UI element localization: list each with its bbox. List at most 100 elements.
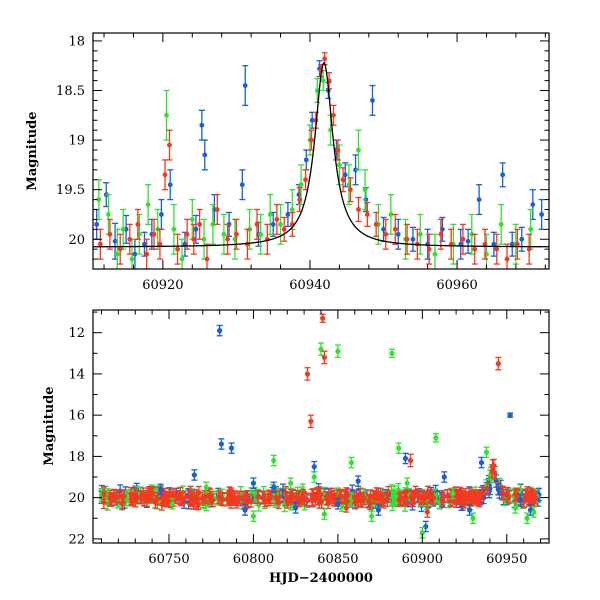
data-point-red (143, 238, 150, 269)
data-point-green (314, 77, 321, 104)
data-point-red (254, 208, 261, 240)
data-point-green (395, 482, 402, 497)
data-point-blue (466, 504, 473, 516)
data-point-green (209, 203, 216, 245)
data-point-red (128, 496, 135, 507)
data-point-red (412, 485, 419, 498)
data-point-green (250, 510, 257, 522)
y-tick-label: 18.5 (56, 84, 85, 99)
data-point-blue (518, 226, 525, 252)
data-point-red (156, 228, 163, 260)
data-point-red (343, 503, 350, 513)
data-point-red (424, 506, 431, 518)
data-point-green (512, 502, 519, 514)
data-point-red (288, 488, 295, 503)
data-point-green (395, 442, 402, 454)
data-point-blue (191, 469, 198, 481)
data-point-green (277, 203, 284, 245)
data-point-red (303, 492, 310, 507)
data-point-green (220, 213, 227, 255)
data-point-green (267, 193, 274, 235)
data-point-red (224, 223, 231, 255)
data-point-red (355, 196, 362, 223)
data-point-red (473, 489, 480, 503)
data-point-red (214, 193, 221, 226)
y-tick-label: 19 (68, 134, 85, 149)
data-point-red (317, 487, 324, 502)
x-axis-label: HJD−2400000 (269, 571, 373, 586)
data-point-blue (157, 483, 164, 496)
data-point-blue (218, 438, 225, 450)
data-point-red (308, 129, 315, 151)
data-point-green (498, 203, 505, 245)
data-point-green (470, 512, 476, 525)
data-point-red (361, 491, 368, 506)
data-point-blue (402, 452, 409, 465)
data-point-red (402, 489, 409, 504)
data-point-red (101, 486, 108, 500)
data-point-red (371, 490, 378, 505)
data-point-red (444, 489, 451, 503)
x-tick-label: 60940 (289, 278, 330, 293)
data-point-red (482, 228, 489, 260)
top-panel-ticks: 60920 60940 60960 18 18.5 19 19.5 20 (56, 33, 549, 293)
data-point-red (166, 129, 173, 161)
data-point-red (184, 218, 191, 250)
y-tick-label: 18 (68, 34, 85, 49)
data-point-red (319, 313, 326, 324)
data-point-red (392, 213, 399, 245)
data-point-red (134, 208, 141, 240)
data-point-green (270, 454, 277, 467)
data-point-red (162, 159, 169, 191)
data-point-red (373, 211, 380, 237)
data-point-red (478, 486, 485, 501)
data-point-blue (334, 498, 341, 510)
data-point-red (334, 139, 341, 161)
data-point-red (426, 233, 433, 265)
data-point-red (151, 218, 158, 250)
data-point-blue (395, 218, 402, 250)
y-tick-label: 12 (68, 326, 85, 341)
x-tick-label: 60950 (486, 552, 527, 567)
data-point-red (163, 490, 170, 505)
data-point-blue (490, 231, 497, 257)
data-point-red (106, 218, 113, 250)
data-point-red (254, 490, 261, 504)
data-point-red (347, 177, 354, 203)
data-point-green (257, 213, 264, 255)
data-point-red (380, 494, 387, 509)
data-point-blue (311, 460, 318, 473)
data-point-green (311, 471, 318, 483)
data-point-red (526, 233, 533, 265)
data-point-red (364, 201, 371, 228)
data-point-red (484, 481, 491, 496)
data-point-red (247, 493, 254, 508)
top-panel-data (93, 52, 549, 269)
data-point-blue (375, 504, 382, 516)
data-point-green (530, 506, 537, 518)
data-point-red (266, 489, 273, 504)
data-point-red (132, 493, 139, 508)
data-point-red (314, 487, 321, 501)
data-point-green (355, 129, 362, 171)
data-point-red (143, 489, 150, 504)
data-point-blue (242, 504, 248, 516)
y-tick-label: 18 (68, 450, 85, 465)
data-point-red (382, 218, 389, 250)
data-point-blue (476, 184, 483, 216)
data-point-red (117, 233, 124, 265)
top-panel-frame (92, 32, 550, 270)
data-point-red (351, 490, 358, 505)
data-point-green (432, 433, 439, 443)
data-point-blue (228, 442, 235, 454)
data-point-green (203, 481, 210, 494)
y-tick-label: 20 (68, 233, 85, 248)
data-point-blue (270, 481, 277, 494)
data-point-red (179, 492, 186, 507)
data-point-blue (250, 477, 257, 490)
data-point-red (264, 223, 271, 255)
data-point-blue (198, 109, 205, 141)
data-point-green (163, 89, 170, 141)
data-point-red (404, 223, 411, 255)
